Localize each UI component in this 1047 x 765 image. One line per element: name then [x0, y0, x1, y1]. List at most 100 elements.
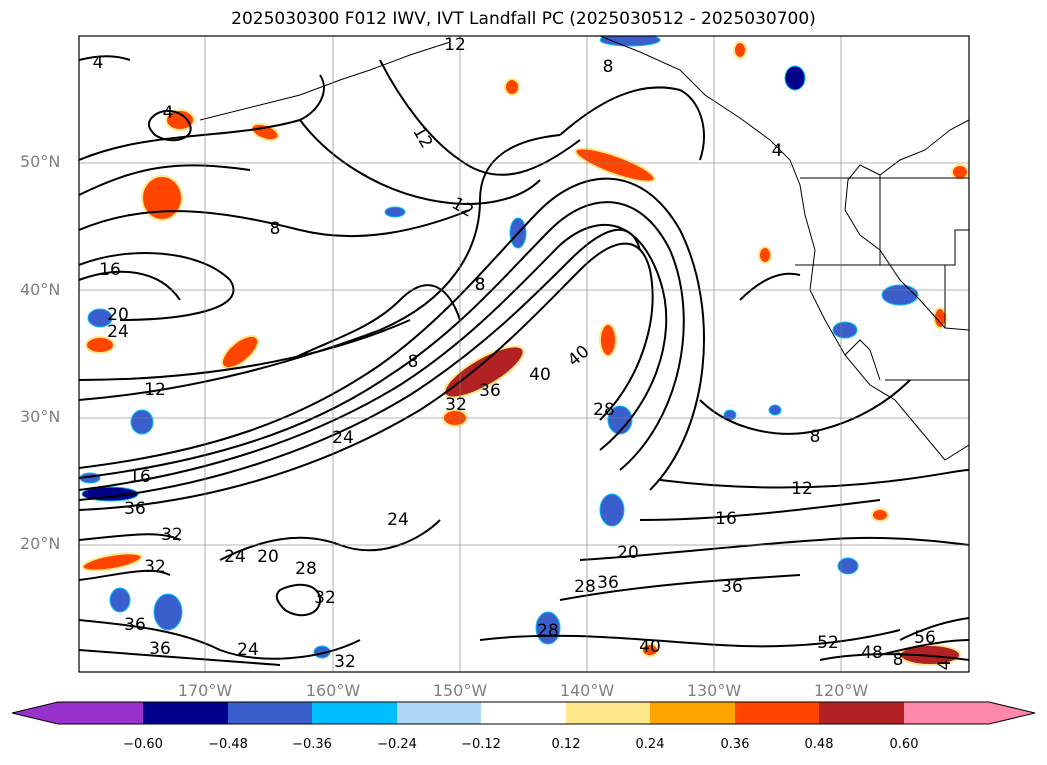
baja-coast — [844, 339, 881, 381]
contour-label: 12 — [144, 380, 166, 400]
shade-blob — [641, 643, 659, 657]
contour-line — [79, 569, 171, 581]
contour-label: 4 — [935, 660, 955, 671]
contour-label: 8 — [408, 352, 419, 372]
contour-line — [79, 223, 668, 491]
colorbar-outline — [11, 701, 1036, 725]
colorbar-segments — [12, 702, 1035, 724]
colorbar-tick: −0.36 — [292, 737, 332, 752]
colorbar-segment — [397, 702, 481, 724]
contour-label: 36 — [479, 381, 501, 401]
contour-label: 28 — [574, 577, 596, 597]
colorbar-tick: 0.60 — [889, 737, 919, 752]
contour-label: 4 — [772, 141, 783, 161]
contour-line — [579, 536, 969, 561]
shade-blob — [784, 65, 806, 91]
contour-label: 36 — [124, 499, 146, 519]
colorbar-segment — [312, 702, 397, 724]
contour-line — [79, 209, 471, 238]
contour-label: 40 — [564, 342, 593, 371]
shade-blob — [141, 175, 183, 221]
contour-label: 36 — [149, 639, 171, 659]
contour-line — [879, 639, 969, 656]
colorbar-segment — [904, 702, 1035, 724]
contour-label: 32 — [161, 525, 183, 545]
colorbar-segment — [819, 702, 904, 724]
shade-blob — [768, 404, 782, 416]
contour-line — [819, 653, 969, 661]
lat-label: 40°N — [20, 280, 61, 299]
contour-label: 32 — [445, 395, 467, 415]
contour-line — [79, 242, 654, 511]
contour-label: 12 — [791, 479, 813, 499]
contours — [79, 55, 969, 666]
contour-line — [289, 284, 461, 361]
contour-label-layer: 4 12 8 4 12 12 8 16 20 24 8 12 8 40 40 3… — [93, 35, 955, 672]
contour-label: 24 — [332, 428, 354, 448]
shade-blob — [758, 246, 772, 264]
contour-line — [379, 59, 581, 176]
shade-blob — [599, 493, 625, 527]
contour-label: 36 — [124, 615, 146, 635]
contour-label: 28 — [295, 559, 317, 579]
colorbar-tick: −0.12 — [461, 737, 501, 752]
contour-line — [79, 164, 251, 196]
contour-line — [739, 272, 801, 301]
contour-label: 32 — [314, 588, 336, 608]
colorbar-segment — [650, 702, 735, 724]
shade-blob — [250, 122, 280, 142]
contour-label: 8 — [603, 57, 614, 77]
contour-line — [147, 110, 192, 142]
lon-label: 140°W — [559, 681, 615, 700]
contour-label: 8 — [893, 650, 904, 670]
shade-blob — [87, 308, 113, 328]
contour-label: 48 — [861, 643, 883, 663]
colorbar-segment — [735, 702, 819, 724]
lon-label: 160°W — [305, 681, 361, 700]
contour-label: 32 — [334, 652, 356, 672]
contour-label: 16 — [99, 260, 121, 280]
contour-line — [299, 119, 541, 205]
lon-label: 130°W — [686, 681, 742, 700]
contour-line — [79, 228, 641, 501]
shade-blob — [443, 345, 525, 399]
contour-label: 8 — [810, 427, 821, 447]
contour-label: 24 — [237, 640, 259, 660]
contour-label: 16 — [715, 509, 737, 529]
shade-blob — [599, 36, 661, 47]
shade-blob — [85, 336, 115, 354]
contour-line — [899, 617, 969, 641]
colorbar-segment — [143, 702, 228, 724]
colorbar-tick: 0.48 — [804, 737, 834, 752]
contour-label: 12 — [408, 123, 436, 152]
lon-label: 150°W — [432, 681, 488, 700]
contour-label: 28 — [537, 621, 559, 641]
contour-label: 8 — [475, 275, 486, 295]
contour-label: 36 — [721, 577, 743, 597]
contour-label: 20 — [617, 543, 639, 563]
contour-label: 36 — [597, 573, 619, 593]
contour-label: 40 — [529, 365, 551, 385]
shade-blob — [871, 508, 889, 522]
contour-line — [79, 319, 411, 381]
coastline-north-america-inner — [844, 119, 969, 331]
shade-blob — [574, 147, 656, 183]
shade-blob — [504, 78, 520, 96]
shade-blob — [733, 41, 747, 59]
shade-blob — [933, 307, 947, 329]
positive-shading — [81, 41, 969, 666]
contour-label: 12 — [444, 35, 466, 55]
contour-label: 20 — [257, 547, 279, 567]
contour-label: 8 — [270, 219, 281, 239]
contour-label: 24 — [387, 510, 409, 530]
shade-blob — [130, 409, 154, 435]
colorbar-segment — [228, 702, 312, 724]
contour-label: 32 — [144, 557, 166, 577]
contour-label: 4 — [93, 53, 104, 73]
negative-shading — [79, 36, 919, 659]
contour-line — [79, 533, 181, 541]
colorbar-segment — [12, 702, 143, 724]
contour-line — [79, 270, 181, 301]
contour-label: 56 — [914, 628, 936, 648]
